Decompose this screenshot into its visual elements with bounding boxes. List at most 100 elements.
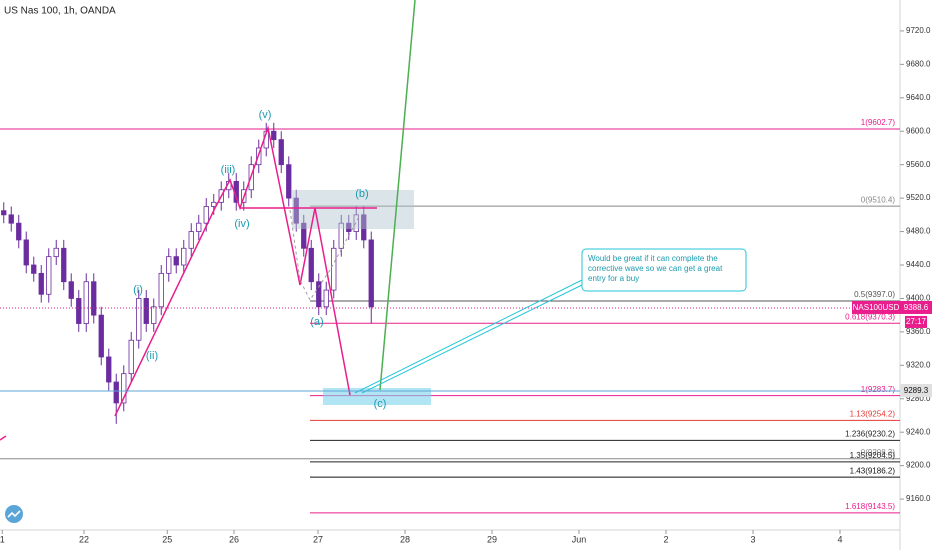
x-tick-label: 22 xyxy=(79,534,89,544)
candle-body xyxy=(128,339,134,375)
note-box xyxy=(581,248,747,292)
candle-body xyxy=(121,373,127,404)
candle-body xyxy=(98,314,104,358)
x-tick-label: 26 xyxy=(229,534,239,544)
candle-body xyxy=(316,281,322,308)
y-tick-label: 9560.0 xyxy=(906,160,931,169)
wave-label: (b) xyxy=(355,188,368,200)
fib-level-label: 1(9602.7) xyxy=(861,118,896,127)
candle-body xyxy=(61,247,67,283)
candle-body xyxy=(143,298,149,324)
candle-body xyxy=(293,197,299,224)
candle-body xyxy=(23,239,29,266)
fib-level-label: 0(9510.4) xyxy=(861,195,896,204)
fib-level-label: 1.13(9254.2) xyxy=(850,409,896,418)
candle-body xyxy=(338,222,344,249)
candle-body xyxy=(106,356,112,383)
countdown-tag xyxy=(905,315,927,328)
wave-label: (iii) xyxy=(221,164,236,176)
x-tick-label: 28 xyxy=(400,534,410,544)
wave-label: (v) xyxy=(259,109,272,121)
y-tick-label: 9520.0 xyxy=(906,193,931,202)
callout-line xyxy=(361,283,585,394)
logo xyxy=(5,505,23,523)
last-price-tag xyxy=(900,300,932,314)
x-tick-label: 1 xyxy=(0,534,5,544)
candle-body xyxy=(323,289,329,308)
wave-label: (c) xyxy=(374,398,387,410)
candle-body xyxy=(181,247,187,266)
y-tick-label: 9720.0 xyxy=(906,26,931,35)
y-tick-label: 9360.0 xyxy=(906,327,931,336)
fib-level-label: 1.618(9143.5) xyxy=(845,502,895,511)
fib-level-label: 0.5(9397.0) xyxy=(854,290,895,299)
candle-body xyxy=(38,272,44,295)
y-tick-label: 9160.0 xyxy=(906,494,931,503)
wave-drawing xyxy=(114,125,351,417)
y-tick-label: 9480.0 xyxy=(906,227,931,236)
candle-body xyxy=(76,298,82,324)
cursor-label: 9289.3 xyxy=(904,386,929,395)
candle-body xyxy=(31,264,37,274)
edge-mark xyxy=(0,435,7,441)
candle-body xyxy=(113,381,119,404)
x-tick-label: 4 xyxy=(837,534,842,544)
y-tick-label: 9280.0 xyxy=(906,394,931,403)
candle-body xyxy=(8,214,14,224)
wave-label: (ii) xyxy=(146,350,158,362)
note-line: corrective wave so we can get a great xyxy=(588,264,723,273)
y-tick-label: 9320.0 xyxy=(906,360,931,369)
y-tick-label: 9600.0 xyxy=(906,126,931,135)
plot: 1(9602.7) 0(9510.4) 0.5(9397.0) 0.618(9370.… xyxy=(0,118,900,514)
candle-body xyxy=(196,222,202,232)
wave-label: (i) xyxy=(133,284,143,296)
candle-body xyxy=(173,256,179,266)
fib-level-label: 0.618(9370.3) xyxy=(845,312,895,321)
candle-body xyxy=(1,210,7,216)
countdown-label: 27:17 xyxy=(906,317,927,326)
candle-body xyxy=(211,201,217,207)
candle-body xyxy=(278,139,284,166)
candle-body xyxy=(158,272,164,308)
symbol-label: NAS100USD xyxy=(853,303,900,312)
dashed-path xyxy=(289,209,361,301)
callout-line xyxy=(354,279,583,394)
candle-body xyxy=(271,130,277,141)
candle-body xyxy=(91,281,97,316)
candle-body xyxy=(46,256,52,295)
x-tick-label: 3 xyxy=(750,534,755,544)
last-price-label: 9388.6 xyxy=(904,303,929,312)
candle-body xyxy=(203,206,209,224)
wave-label: (iv) xyxy=(234,218,249,230)
candle-body xyxy=(68,281,74,299)
chart-title: US Nas 100, 1h, OANDA xyxy=(4,6,116,17)
candle-body xyxy=(286,164,292,199)
fib-level-label: 1.43(9186.2) xyxy=(850,466,896,475)
candle-body xyxy=(301,222,307,249)
candle-body xyxy=(188,231,194,249)
y-tick-label: 9200.0 xyxy=(906,461,931,470)
fib-level-label: 0(9208.3) xyxy=(861,448,896,457)
cursor-tag xyxy=(900,383,932,397)
note-line: entry for a buy xyxy=(588,274,639,283)
x-tick-label: 27 xyxy=(313,534,323,544)
fib-level-label: 1.236(9230.2) xyxy=(845,429,895,438)
x-tick-label: 29 xyxy=(487,534,497,544)
candle-body xyxy=(16,222,22,241)
candle-body xyxy=(53,247,59,258)
candle-body xyxy=(368,239,374,308)
fib-level-label: 1(9283.7) xyxy=(861,385,896,394)
y-tick-label: 9440.0 xyxy=(906,260,931,269)
y-tick-label: 9400.0 xyxy=(906,294,931,303)
x-tick-label: 2 xyxy=(663,534,668,544)
candle-body xyxy=(331,247,337,291)
y-tick-label: 9680.0 xyxy=(906,59,931,68)
candle-body xyxy=(308,247,314,283)
candle-body xyxy=(353,214,359,232)
x-tick-label: Jun xyxy=(572,534,587,544)
green-projection xyxy=(379,0,416,391)
y-tick-label: 9640.0 xyxy=(906,93,931,102)
candle-body xyxy=(151,306,157,324)
